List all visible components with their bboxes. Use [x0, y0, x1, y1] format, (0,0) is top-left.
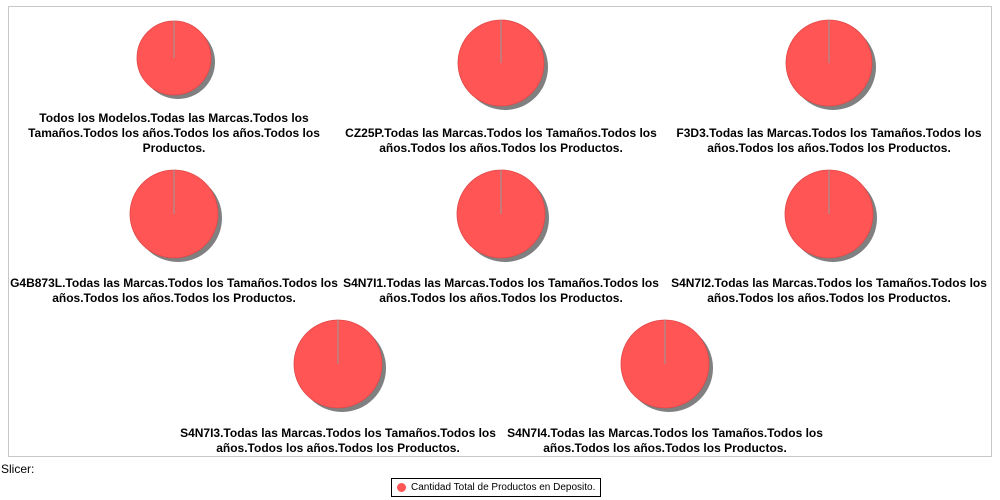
pie-graphic [785, 19, 876, 110]
legend-entry: Cantidad Total de Productos en Deposito. [411, 482, 596, 493]
pie-chart: CZ25P.Todas las Marcas.Todos los Tamaños… [336, 16, 666, 166]
pie-graphic [620, 319, 713, 412]
pie-label: S4N7I2.Todas las Marcas.Todos los Tamaño… [671, 276, 987, 305]
chart-legend: Cantidad Total de Productos en Deposito. [391, 478, 602, 497]
pie-graphic [293, 319, 386, 412]
slicer-label: Slicer: [1, 462, 35, 476]
pie-graphic [129, 169, 222, 262]
pie-graphic [456, 169, 549, 262]
pie-label: CZ25P.Todas las Marcas.Todos los Tamaños… [345, 126, 657, 155]
pie-chart: F3D3.Todas las Marcas.Todos los Tamaños.… [664, 16, 994, 166]
pie-graphic [784, 169, 877, 262]
pie-label: G4B873L.Todas las Marcas.Todos los Tamañ… [10, 276, 338, 305]
pie-chart: Todos los Modelos.Todas las Marcas.Todos… [9, 17, 339, 167]
pie-label: S4N7I4.Todas las Marcas.Todos los Tamaño… [507, 426, 823, 455]
legend-swatch [397, 483, 406, 492]
pie-label: S4N7I1.Todas las Marcas.Todos los Tamaño… [343, 276, 659, 305]
pie-chart: S4N7I4.Todas las Marcas.Todos los Tamaño… [500, 316, 830, 466]
pie-chart: S4N7I1.Todas las Marcas.Todos los Tamaño… [336, 166, 666, 316]
pie-label: F3D3.Todas las Marcas.Todos los Tamaños.… [676, 126, 982, 155]
pie-graphic [457, 19, 548, 110]
pie-chart: S4N7I3.Todas las Marcas.Todos los Tamaño… [173, 316, 503, 466]
chart-panel: Todos los Modelos.Todas las Marcas.Todos… [8, 6, 992, 457]
pie-chart: G4B873L.Todas las Marcas.Todos los Tamañ… [9, 166, 339, 316]
pie-label: Todos los Modelos.Todas las Marcas.Todos… [28, 111, 320, 155]
pie-chart: S4N7I2.Todas las Marcas.Todos los Tamaño… [664, 166, 994, 316]
pie-graphic [136, 20, 215, 99]
pie-label: S4N7I3.Todas las Marcas.Todos los Tamaño… [180, 426, 496, 455]
